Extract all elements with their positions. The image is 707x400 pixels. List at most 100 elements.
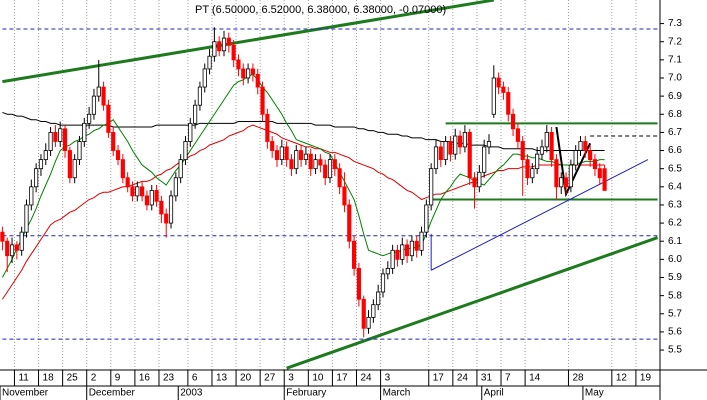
candle-body: [284, 146, 289, 161]
candle-body: [183, 141, 188, 161]
x-tick-label: 2: [91, 373, 97, 384]
candle-body: [0, 231, 5, 242]
y-tick-label: 5.6: [668, 327, 682, 338]
candle-body: [58, 128, 63, 142]
y-tick-label: 5.8: [668, 290, 682, 301]
candle-body: [588, 150, 593, 161]
candle-body: [457, 135, 463, 148]
candle-body: [34, 168, 39, 188]
average-line: [1, 124, 605, 300]
candle-body: [101, 86, 106, 106]
candle-body: [361, 298, 366, 329]
candle-body: [241, 68, 246, 79]
candle-body: [453, 135, 458, 155]
candle-body: [87, 113, 92, 124]
y-tick-label: 6.6: [668, 145, 682, 156]
candle-body: [318, 159, 323, 166]
candle-body: [159, 200, 164, 215]
plot-area: [0, 0, 659, 370]
candle-body: [115, 150, 121, 161]
y-tick-label: 6.4: [668, 181, 682, 192]
candle-body: [308, 153, 313, 170]
candle-body: [554, 159, 559, 188]
candle-body: [342, 186, 347, 206]
trend-line: [2, 0, 495, 84]
candle-body: [385, 268, 390, 275]
candle-body: [217, 41, 222, 52]
candle-body: [400, 244, 405, 260]
y-tick-label: 6.0: [668, 254, 682, 265]
candle-body: [496, 77, 501, 88]
candle-body: [477, 171, 482, 188]
month-label: March: [383, 388, 411, 399]
candle-body: [38, 159, 44, 170]
candle-body: [602, 168, 607, 191]
candle-body: [106, 104, 111, 133]
trend-line: [555, 126, 592, 198]
candle-body: [467, 132, 472, 179]
month-label: November: [2, 388, 49, 399]
x-tick-label: 27: [264, 373, 276, 384]
candle-body: [91, 95, 97, 115]
candle-body: [188, 122, 193, 142]
candle-body: [448, 141, 453, 155]
candle-body: [395, 249, 400, 260]
x-tick-label: 28: [572, 373, 584, 384]
candle-body: [332, 159, 337, 170]
candle-body: [9, 244, 15, 257]
y-tick-label: 7.1: [668, 54, 682, 65]
candle-body: [226, 37, 231, 46]
candle-body: [250, 68, 256, 75]
x-tick-label: 9: [115, 373, 121, 384]
candle-body: [48, 132, 53, 151]
trend-line: [286, 236, 659, 370]
candle-body: [294, 150, 299, 170]
candle-body: [82, 122, 87, 142]
candle-body: [544, 132, 549, 148]
candle-body: [221, 37, 227, 52]
x-tick-label: 17: [433, 373, 445, 384]
x-tick-label: 23: [163, 373, 175, 384]
candle-body: [130, 186, 135, 197]
candle-body: [140, 186, 145, 197]
candle-body: [164, 213, 169, 224]
candle-body: [178, 159, 183, 179]
candle-body: [274, 150, 280, 161]
y-tick-label: 6.7: [668, 127, 682, 138]
candle-body: [43, 150, 48, 161]
candle-body: [380, 273, 386, 293]
candle-body: [236, 59, 241, 70]
candle-body: [313, 159, 318, 170]
candle-body: [433, 146, 439, 170]
candle-body: [573, 150, 578, 166]
candle-body: [578, 141, 583, 151]
candle-body: [202, 68, 207, 88]
candle-body: [352, 240, 357, 269]
y-tick-label: 7.2: [668, 36, 682, 47]
y-tick-label: 6.9: [668, 91, 682, 102]
candle-body: [53, 132, 58, 142]
candle-body: [327, 159, 333, 179]
candle-body: [404, 244, 410, 257]
candle-body: [506, 92, 511, 115]
x-tick-label: 10: [312, 373, 324, 384]
y-tick-label: 6.8: [668, 109, 682, 120]
y-tick-label: 6.1: [668, 236, 682, 247]
candle-body: [154, 190, 159, 202]
month-label: April: [484, 388, 504, 399]
chart-title: PT (6.50000, 6.52000, 6.38000, 6.38000, …: [195, 4, 446, 16]
candle-body: [323, 164, 328, 179]
y-tick-label: 6.2: [668, 218, 682, 229]
candle-body: [120, 159, 125, 179]
candle-body: [462, 132, 467, 148]
candle-body: [563, 177, 569, 188]
candle-body: [376, 291, 381, 306]
candle-body: [510, 113, 516, 130]
candle-body: [491, 77, 496, 115]
candle-body: [265, 113, 270, 142]
candle-body: [592, 159, 598, 170]
y-tick-label: 7.3: [668, 18, 682, 29]
candle-body: [409, 240, 414, 257]
